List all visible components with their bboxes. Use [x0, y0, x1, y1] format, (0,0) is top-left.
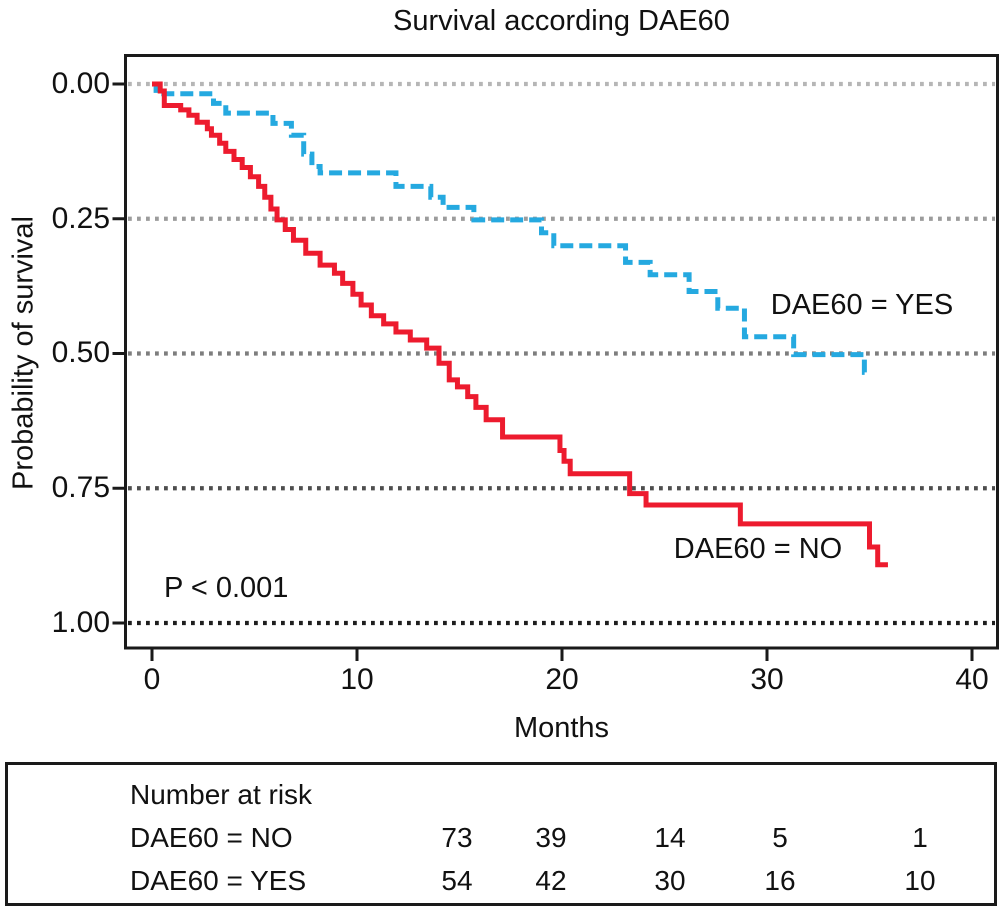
- x-tick-label-30: 30: [750, 663, 784, 696]
- y-tick-label-1.00: 1.00: [51, 606, 110, 639]
- at-risk-value: 10: [904, 865, 936, 896]
- at-risk-value: 73: [441, 822, 473, 853]
- km-curve-no: [152, 81, 888, 568]
- at-risk-value: 1: [912, 822, 928, 853]
- y-tick-label-0.25: 0.25: [51, 202, 110, 235]
- x-axis-label: Months: [513, 712, 610, 744]
- at-risk-header: Number at risk: [130, 779, 313, 810]
- x-tick-label-0: 0: [143, 663, 161, 696]
- chart-title: Survival according DAE60: [393, 5, 730, 37]
- plot-border: [124, 54, 999, 650]
- p-value-annotation: P < 0.001: [164, 572, 289, 604]
- km-curve-yes: [152, 81, 867, 375]
- km-plot-canvas: [112, 54, 999, 661]
- x-tick-label-10: 10: [340, 663, 374, 696]
- x-tick-label-40: 40: [955, 663, 989, 696]
- at-risk-value: 14: [654, 822, 686, 853]
- number-at-risk-table: Number at risk DAE60 = NO 73 39 14 5 1 D…: [5, 762, 997, 906]
- at-risk-value: 54: [441, 865, 473, 896]
- y-tick-label-0.75: 0.75: [51, 471, 110, 504]
- at-risk-value: 16: [764, 865, 796, 896]
- y-tick-label-0.50: 0.50: [51, 336, 110, 369]
- at-risk-row-label-no: DAE60 = NO: [130, 822, 293, 853]
- x-tick-label-20: 20: [545, 663, 579, 696]
- at-risk-value: 42: [535, 865, 567, 896]
- y-tick-label-0.00: 0.00: [51, 67, 110, 100]
- series-label-dae60-yes: DAE60 = YES: [770, 289, 954, 321]
- at-risk-value: 5: [772, 822, 788, 853]
- series-label-dae60-no: DAE60 = NO: [673, 533, 843, 565]
- at-risk-row-label-yes: DAE60 = YES: [130, 865, 307, 896]
- at-risk-value: 39: [535, 822, 567, 853]
- at-risk-value: 30: [654, 865, 686, 896]
